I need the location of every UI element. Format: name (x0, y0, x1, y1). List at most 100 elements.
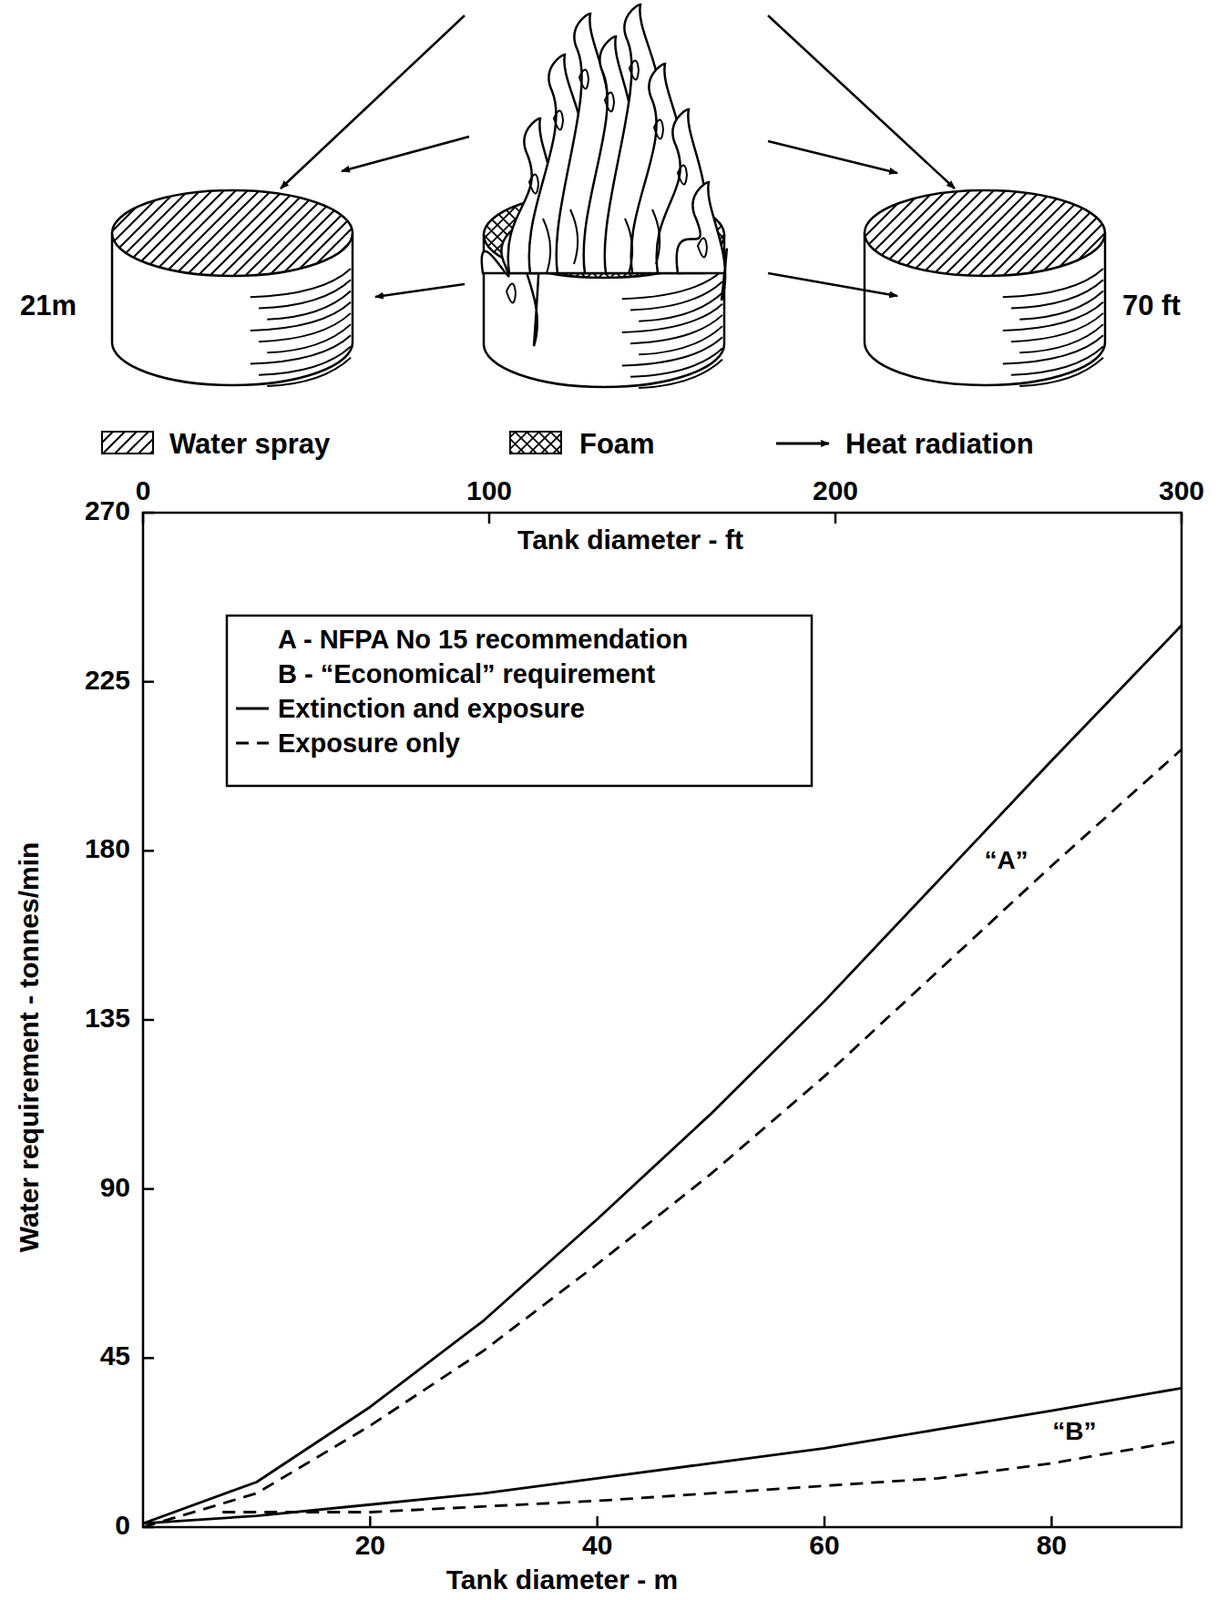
tank-shading (1011, 313, 1104, 342)
flame-detail (697, 237, 707, 257)
legend-line-sample (235, 742, 269, 746)
tank-shading (266, 358, 351, 387)
tank-top (864, 190, 1106, 277)
flame-detail (604, 92, 615, 112)
flame-detail (529, 174, 539, 194)
key-swatch (102, 431, 154, 454)
curve-label: “A” (983, 846, 1028, 875)
flame-detail (652, 209, 660, 265)
tank (112, 190, 353, 387)
x-tick-label: 80 (1036, 1530, 1067, 1561)
flame-detail (570, 209, 578, 265)
tank-shading (250, 335, 351, 364)
x2-tick-label: 300 (1158, 475, 1205, 506)
y-tick-label: 135 (84, 1003, 131, 1034)
tank-shading (1003, 302, 1104, 331)
x-tick (595, 1516, 599, 1528)
x2-axis-title: Tank diameter - ft (517, 524, 744, 555)
key-label: Water spray (169, 428, 331, 461)
tank-shading (250, 302, 351, 331)
flame-detail (629, 60, 639, 80)
key-label: Heat radiation (845, 428, 1034, 461)
tank-shading (258, 347, 351, 376)
flame-detail (506, 283, 516, 303)
y-tick (143, 1357, 154, 1361)
x2-tick (1180, 512, 1184, 524)
legend-label: Exposure only (277, 728, 461, 758)
tank-shading (1003, 335, 1104, 364)
y-tick-label: 225 (84, 665, 131, 696)
flames (481, 4, 727, 347)
tank-top (112, 190, 353, 277)
legend: A - NFPA No 15 recommendation B - “Econom… (226, 615, 812, 787)
key-swatch (510, 431, 562, 454)
tank-shading (630, 281, 723, 310)
legend-label: Extinction and exposure (277, 694, 585, 724)
tank-shading (1019, 290, 1104, 319)
x2-tick-label: 100 (466, 475, 512, 506)
x-tick (368, 1516, 372, 1528)
y-axis-title: Water requirement - tonnes/min (13, 842, 44, 1254)
tank-shading (1011, 347, 1104, 376)
key-arrow (776, 442, 830, 446)
x2-tick (142, 512, 145, 524)
legend-label: B - “Economical” requirement (277, 659, 656, 689)
y-tick-label: 45 (100, 1340, 131, 1372)
figure: 21m 70 ft Water spray Foam Heat radiation 0 45… (0, 0, 1218, 1600)
illustration: 21m 70 ft Water spray Foam Heat radiation (20, 4, 1181, 461)
tank-shading (258, 279, 351, 308)
x-tick-label: 20 (355, 1530, 386, 1561)
legend-box (226, 615, 812, 787)
y-tick-label: 0 (114, 1510, 131, 1541)
tank-shading (622, 337, 723, 366)
curve-label: “B” (1052, 1417, 1096, 1446)
x-tick-label: 60 (808, 1530, 840, 1561)
y-tick (143, 1019, 154, 1023)
heat-arrow (767, 273, 898, 297)
flame-detail (654, 119, 664, 139)
tank-shading (1019, 324, 1104, 353)
tank-shading (638, 326, 723, 355)
heat-arrow (767, 15, 955, 189)
tank-shading (1011, 279, 1104, 308)
x-axis-title: Tank diameter - m (446, 1565, 679, 1596)
x2-tick (834, 512, 838, 524)
flame-detail (542, 218, 551, 274)
tank-shading (258, 313, 351, 342)
tank-shading (638, 359, 723, 389)
heat-arrow (767, 141, 898, 174)
y-tick (143, 1187, 154, 1191)
plot-frame (143, 512, 1182, 1528)
tank-shading (630, 315, 723, 344)
y-tick (143, 511, 154, 515)
height-label: 21m (20, 289, 77, 322)
tank-shading (622, 304, 723, 333)
tank-shading (266, 324, 351, 353)
x-tick (1050, 1516, 1054, 1528)
series-line (143, 749, 1182, 1528)
y-tick-label: 180 (84, 833, 131, 864)
x2-tick-label: 0 (135, 475, 152, 506)
y-tick (143, 849, 154, 853)
tank (864, 190, 1106, 387)
flame-detail (553, 110, 563, 130)
x-tick-label: 40 (582, 1530, 613, 1561)
x2-tick (488, 512, 492, 524)
heat-arrow (341, 136, 470, 172)
flame-detail (579, 69, 589, 89)
heat-arrow (375, 284, 465, 297)
legend-line-sample (235, 707, 269, 711)
tank-shading (638, 292, 723, 321)
tank-shading (630, 348, 723, 378)
x-tick (823, 1516, 827, 1528)
flame-detail (677, 164, 687, 185)
flame-detail (624, 218, 633, 274)
height-label: 70 ft (1122, 289, 1181, 322)
key-label: Foam (579, 428, 656, 461)
x2-tick-label: 200 (812, 475, 859, 506)
legend-label: A - NFPA No 15 recommendation (277, 624, 688, 655)
y-tick-label: 270 (84, 495, 131, 526)
series-line (222, 1441, 1182, 1513)
axes: 04590135180225270204060800100200300Tank … (13, 475, 1205, 1596)
tank-shading (1019, 358, 1104, 387)
